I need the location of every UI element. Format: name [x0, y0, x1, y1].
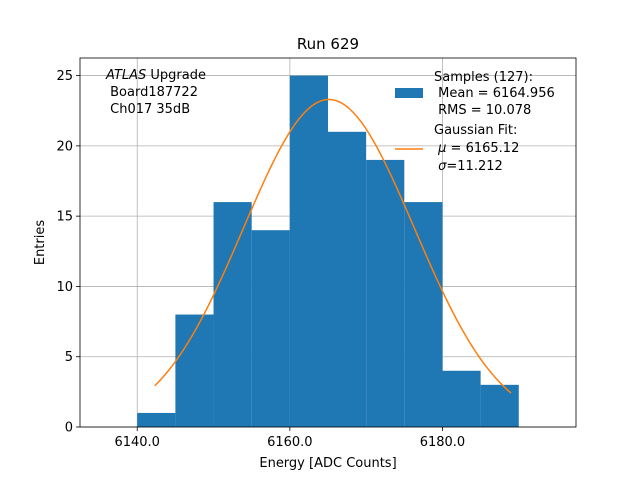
- histogram-bars: [137, 75, 519, 428]
- y-tick-label-0: 0: [65, 421, 73, 436]
- legend-fit-line-3: σ=11.212: [434, 159, 503, 174]
- x-axis-label: Energy [ADC Counts]: [259, 456, 396, 471]
- histogram-bar-7: [404, 202, 443, 427]
- y-tick-label-1: 5: [65, 350, 73, 365]
- axis-ticks: 6140.0 6160.0 6180.0 0 5 10 15 20 25: [56, 69, 465, 450]
- histogram-bar-6: [366, 159, 405, 427]
- histogram-bar-0: [137, 412, 176, 427]
- legend: Samples (127): Mean = 6164.956 RMS = 10.…: [395, 70, 555, 174]
- legend-samples-swatch: [395, 88, 423, 98]
- legend-fit-sigma-value: =11.212: [446, 159, 502, 174]
- legend-fit-line-1: Gaussian Fit:: [434, 123, 517, 138]
- annotation-line-2: Board187722: [106, 85, 198, 100]
- x-tick-label-2: 6180.0: [420, 435, 466, 450]
- gaussian-fit-curve: [154, 98, 512, 394]
- annotation-line-3: Ch017 35dB: [106, 102, 190, 117]
- histogram-bar-9: [480, 384, 519, 427]
- annotation-line-1: ATLAS Upgrade: [105, 68, 206, 83]
- y-tick-label-4: 20: [56, 139, 73, 154]
- y-tick-label-3: 15: [56, 210, 73, 225]
- annotation-text: ATLAS Upgrade Board187722 Ch017 35dB: [105, 68, 206, 117]
- plot-frame: [79, 57, 577, 428]
- legend-samples-line-1: Samples (127):: [434, 70, 533, 85]
- histogram-bar-5: [328, 131, 367, 428]
- legend-fit-line-2: μ = 6165.12: [434, 141, 519, 156]
- legend-fit-mu-value: = 6165.12: [446, 141, 519, 156]
- chart-title: Run 629: [297, 35, 359, 53]
- x-tick-label-0: 6140.0: [114, 435, 160, 450]
- y-axis-label: Entries: [33, 220, 48, 266]
- histogram-bar-1: [175, 314, 214, 427]
- annotation-upgrade: Upgrade: [146, 68, 206, 83]
- histogram-bar-4: [289, 75, 328, 428]
- legend-fit-mu-symbol: μ: [437, 141, 446, 156]
- histogram-bar-8: [442, 370, 481, 427]
- legend-samples-line-3: RMS = 10.078: [434, 103, 531, 118]
- legend-fit-sigma-symbol: σ: [438, 159, 447, 174]
- histogram-bar-3: [251, 230, 290, 427]
- annotation-atlas: ATLAS: [105, 68, 146, 83]
- histogram-bar-2: [213, 202, 252, 427]
- legend-samples-line-2: Mean = 6164.956: [434, 86, 555, 101]
- y-tick-label-2: 10: [56, 280, 73, 295]
- x-tick-label-1: 6160.0: [267, 435, 313, 450]
- y-tick-label-5: 25: [56, 69, 73, 84]
